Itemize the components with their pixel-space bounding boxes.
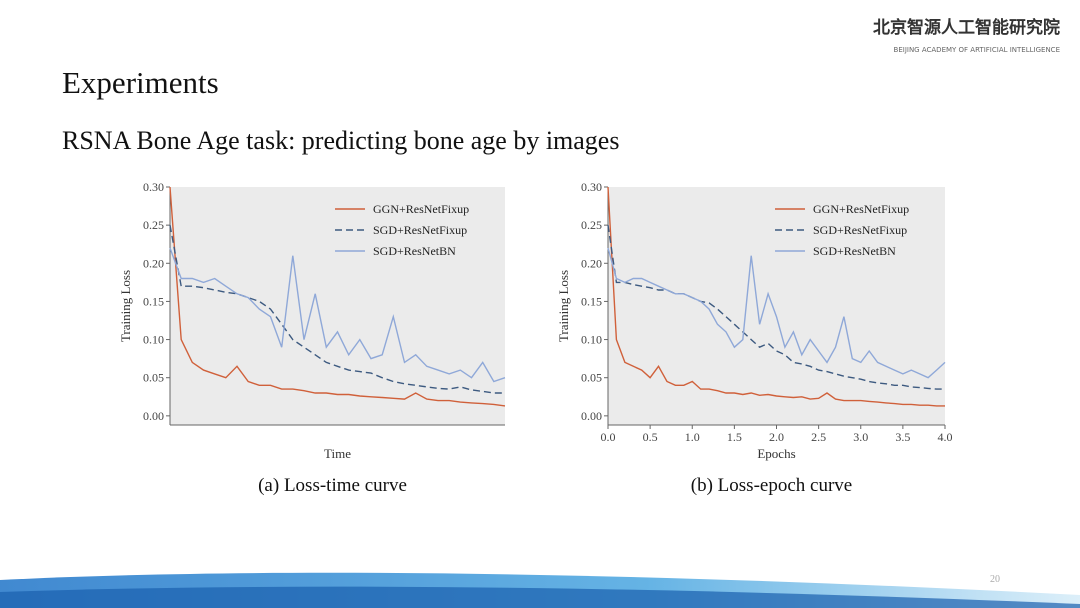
- series-line: [607, 186, 945, 407]
- y-axis-label: Training Loss: [118, 270, 133, 342]
- plot-area: [170, 187, 505, 425]
- legend-label: SGD+ResNetBN: [373, 244, 456, 258]
- y-tick-label: 0.00: [581, 409, 602, 423]
- x-tick-label: 1.5: [727, 430, 742, 444]
- plot-area: [608, 187, 945, 425]
- y-tick-label: 0.05: [143, 371, 164, 385]
- org-name: 北京智源人工智能研究院: [873, 17, 1060, 38]
- y-tick-label: 0.30: [143, 180, 164, 194]
- series-line: [607, 247, 946, 379]
- y-tick-label: 0.25: [581, 218, 602, 232]
- y-tick-label: 0.00: [143, 409, 164, 423]
- series-line: [169, 186, 506, 407]
- x-tick-label: 0.0: [601, 430, 616, 444]
- y-tick-label: 0.20: [143, 256, 164, 270]
- y-tick-label: 0.15: [581, 294, 602, 308]
- y-tick-label: 0.20: [581, 256, 602, 270]
- y-tick-label: 0.05: [581, 371, 602, 385]
- footer-wave: [0, 586, 1080, 608]
- y-tick-label: 0.10: [143, 333, 164, 347]
- x-tick-label: 3.0: [853, 430, 868, 444]
- x-tick-label: 2.5: [811, 430, 826, 444]
- series-line: [169, 224, 505, 394]
- slide-title: Experiments: [62, 65, 219, 100]
- x-tick-label: 1.0: [685, 430, 700, 444]
- y-tick-label: 0.15: [143, 294, 164, 308]
- legend-label: GGN+ResNetFixup: [373, 202, 469, 216]
- legend-label: SGD+ResNetBN: [813, 244, 896, 258]
- page-number: 20: [990, 574, 1000, 585]
- x-tick-label: 0.5: [643, 430, 658, 444]
- org-name-en: BEIJING ACADEMY OF ARTIFICIAL INTELLIGEN…: [894, 46, 1060, 54]
- legend-label: SGD+ResNetFixup: [373, 223, 467, 237]
- x-tick-label: 4.0: [938, 430, 953, 444]
- legend-label: SGD+ResNetFixup: [813, 223, 907, 237]
- y-tick-label: 0.10: [581, 333, 602, 347]
- x-axis-label: Epochs: [757, 446, 795, 461]
- x-axis-label: Time: [324, 446, 351, 461]
- chart-caption: (b) Loss-epoch curve: [691, 475, 852, 496]
- chart-caption: (a) Loss-time curve: [258, 475, 407, 496]
- x-tick-label: 2.0: [769, 430, 784, 444]
- series-line: [169, 247, 506, 383]
- slide-subtitle: RSNA Bone Age task: predicting bone age …: [62, 126, 619, 155]
- y-tick-label: 0.30: [581, 180, 602, 194]
- legend-label: GGN+ResNetFixup: [813, 202, 909, 216]
- y-axis-label: Training Loss: [556, 270, 571, 342]
- x-tick-label: 3.5: [895, 430, 910, 444]
- y-tick-label: 0.25: [143, 218, 164, 232]
